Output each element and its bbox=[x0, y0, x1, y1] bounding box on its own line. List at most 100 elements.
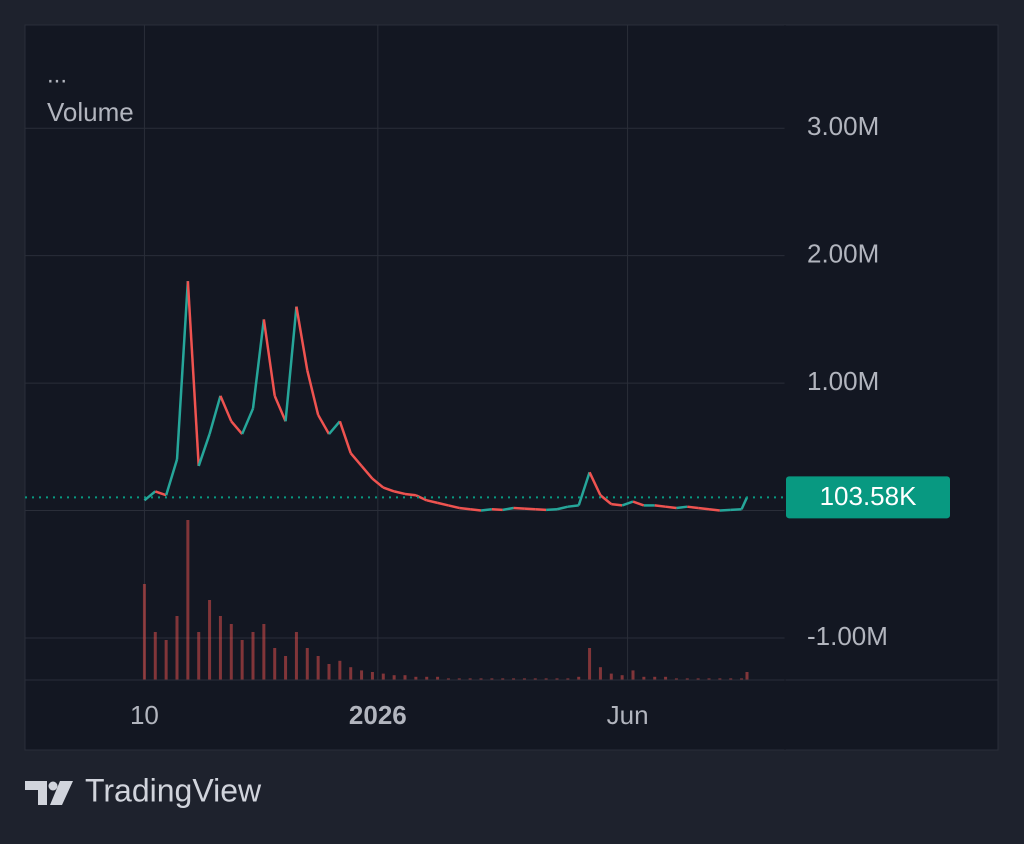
volume-bar bbox=[316, 656, 320, 680]
volume-bar bbox=[729, 678, 733, 680]
volume-bar bbox=[153, 632, 157, 680]
price-segment bbox=[546, 507, 558, 512]
price-segment bbox=[697, 506, 710, 511]
volume-bar bbox=[425, 676, 429, 680]
price-segment bbox=[599, 494, 613, 506]
price-segment bbox=[328, 420, 341, 435]
logo bbox=[25, 781, 73, 805]
y-tick-label: 1.00M bbox=[807, 366, 879, 396]
price-segment bbox=[448, 504, 460, 510]
grid bbox=[25, 25, 785, 680]
volume-bar bbox=[745, 672, 749, 680]
volume-bar bbox=[707, 678, 711, 680]
price-segment bbox=[143, 490, 157, 502]
volume-bar bbox=[642, 676, 646, 680]
price-segment bbox=[251, 319, 266, 409]
volume-bar bbox=[164, 640, 168, 680]
volume-bar bbox=[653, 676, 657, 680]
volume-bar bbox=[512, 678, 516, 680]
price-segment bbox=[469, 507, 482, 512]
volume-bar bbox=[414, 676, 418, 680]
volume-bar bbox=[740, 678, 744, 680]
x-tick-label: 2026 bbox=[349, 700, 407, 730]
price-segment bbox=[175, 281, 190, 460]
volume-bar bbox=[218, 616, 222, 680]
volume-bar bbox=[446, 678, 450, 680]
x-tick-label: 10 bbox=[130, 700, 159, 730]
price-segment bbox=[382, 486, 395, 493]
price-segment bbox=[665, 505, 677, 510]
price-segment bbox=[360, 465, 374, 480]
volume-bar bbox=[718, 678, 722, 680]
price-segment bbox=[164, 459, 179, 496]
price-segment bbox=[415, 494, 428, 502]
price-segment bbox=[219, 395, 233, 422]
volume-bar bbox=[577, 676, 581, 680]
price-segment bbox=[186, 281, 200, 466]
volume-bar bbox=[240, 640, 244, 680]
volume-bar bbox=[403, 675, 407, 680]
price-segment bbox=[230, 420, 244, 435]
volume-bar bbox=[338, 660, 342, 680]
price-segment bbox=[295, 306, 309, 371]
volume-bar bbox=[533, 678, 537, 680]
volume-bar bbox=[566, 678, 570, 680]
price-segment bbox=[208, 395, 222, 435]
volume-bar bbox=[631, 670, 635, 680]
volume-bar bbox=[664, 676, 668, 680]
price-segment bbox=[273, 395, 287, 422]
price-segment bbox=[654, 504, 666, 508]
volume-bar bbox=[696, 678, 700, 680]
price-segment bbox=[524, 507, 536, 511]
volume-bar bbox=[598, 667, 602, 680]
price-segment bbox=[719, 508, 731, 512]
watermark: TradingView bbox=[85, 772, 262, 808]
volume-bar bbox=[370, 672, 374, 680]
price-segment bbox=[611, 502, 623, 507]
volume-bar bbox=[327, 664, 331, 680]
price-segment bbox=[556, 505, 569, 511]
volume-bar bbox=[685, 678, 689, 680]
price-segment bbox=[687, 505, 699, 510]
price-segment bbox=[502, 506, 514, 512]
volume-bar bbox=[555, 678, 559, 680]
volume-bar bbox=[544, 678, 548, 680]
volume-bar bbox=[522, 678, 526, 680]
volume-bar bbox=[284, 656, 288, 680]
last-value-label: 103.58K bbox=[820, 481, 918, 511]
price-segment bbox=[513, 506, 525, 510]
price-segment bbox=[437, 501, 449, 507]
last-value-badge bbox=[786, 476, 950, 519]
volume-bar bbox=[609, 673, 613, 680]
price-segment bbox=[740, 496, 749, 510]
price-segment bbox=[262, 319, 276, 397]
y-tick-label: -1.00M bbox=[807, 621, 888, 651]
price-segment bbox=[393, 490, 406, 496]
price-segment bbox=[371, 477, 385, 489]
volume-bar bbox=[305, 648, 309, 680]
x-tick-label: Jun bbox=[607, 700, 649, 730]
price-segment bbox=[426, 499, 438, 505]
price-segment bbox=[632, 500, 645, 507]
price-segment bbox=[349, 452, 363, 467]
price-segment bbox=[621, 500, 634, 507]
volume-bar bbox=[392, 675, 396, 680]
price-segment bbox=[306, 370, 320, 416]
volume-bar bbox=[436, 676, 440, 680]
volume-bar bbox=[620, 675, 624, 680]
volume-bar bbox=[468, 678, 472, 680]
volume-bar bbox=[360, 670, 364, 680]
price-segment bbox=[588, 471, 602, 496]
volume-bar bbox=[501, 678, 505, 680]
volume-bar bbox=[197, 632, 201, 680]
volume-bar bbox=[588, 648, 592, 680]
price-segment bbox=[404, 492, 417, 497]
volume-bar bbox=[294, 632, 298, 680]
price-segment bbox=[240, 408, 255, 435]
volume-bar bbox=[229, 624, 233, 680]
legend-title: Volume bbox=[47, 97, 134, 127]
volume-bar bbox=[381, 673, 385, 680]
volume-bar bbox=[349, 667, 353, 680]
legend-menu[interactable]: ... bbox=[47, 61, 67, 88]
